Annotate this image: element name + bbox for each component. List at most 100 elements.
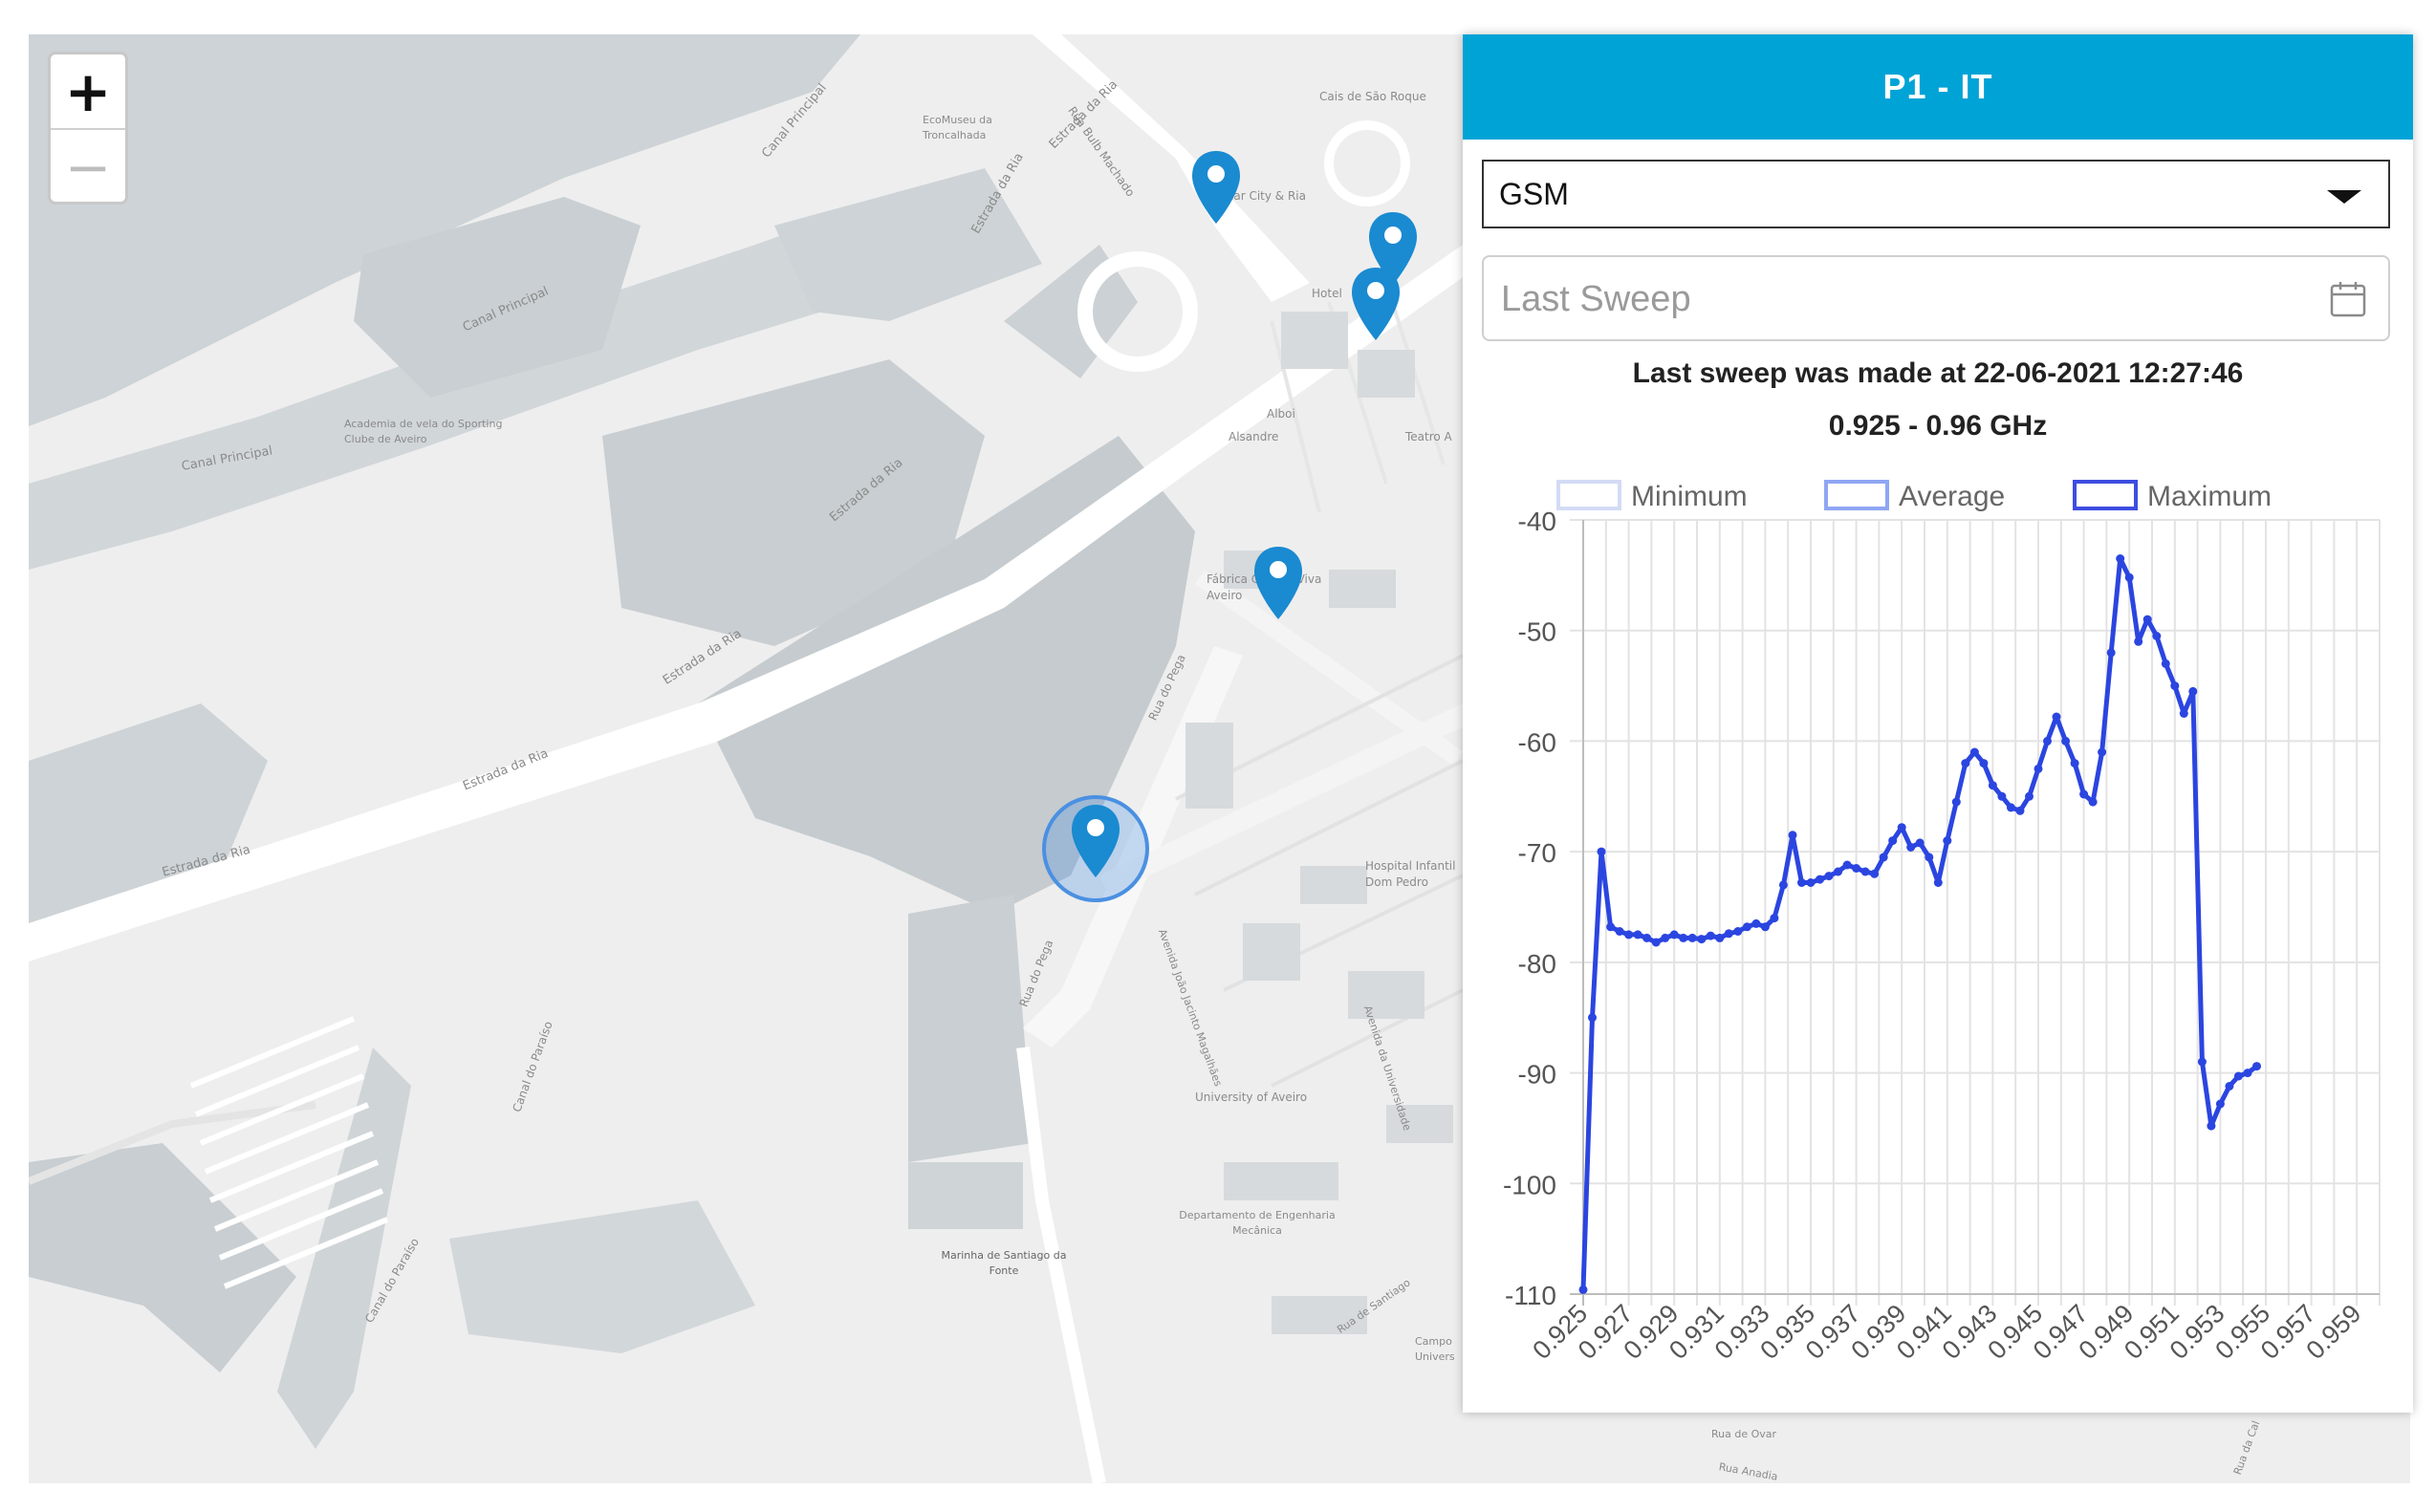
data-point	[2052, 712, 2061, 722]
data-point	[1606, 922, 1616, 932]
data-point	[1979, 759, 1989, 768]
map-marker-icon[interactable]	[1367, 210, 1419, 287]
data-point	[2170, 681, 2180, 691]
map-label: Alboi	[1267, 407, 1295, 421]
data-point	[1661, 933, 1670, 942]
y-tick-label: -60	[1518, 727, 1556, 757]
legend-label: Minimum	[1631, 481, 1748, 512]
map-marker-icon[interactable]	[1350, 266, 1402, 342]
data-point	[2061, 736, 2071, 745]
data-point	[2025, 791, 2034, 801]
data-point	[1906, 843, 1916, 852]
data-point	[2134, 637, 2143, 646]
data-point	[1961, 759, 1970, 768]
data-point	[2233, 1071, 2243, 1081]
data-point	[1760, 922, 1770, 932]
panel-title: P1 - IT	[1463, 34, 2413, 140]
y-tick-label: -100	[1503, 1170, 1556, 1199]
map-label: Cais de São Roque	[1319, 90, 1426, 103]
zoom-in-button[interactable]: +	[51, 54, 125, 130]
y-tick-label: -40	[1518, 507, 1556, 536]
data-point	[1897, 823, 1906, 832]
data-point	[1951, 797, 1961, 807]
data-point	[1933, 878, 1943, 887]
zoom-out-button[interactable]: −	[64, 134, 112, 200]
data-point	[1852, 864, 1861, 873]
data-point	[2088, 797, 2098, 807]
data-point	[2252, 1062, 2261, 1071]
legend-swatch	[1556, 480, 1621, 510]
data-point	[1742, 922, 1751, 932]
data-point	[1588, 1013, 1597, 1023]
map-label: Academia de vela do Sporting Clube de Av…	[344, 418, 503, 445]
data-point	[1879, 853, 1888, 862]
data-point	[2043, 736, 2052, 745]
data-point	[1706, 931, 1715, 940]
map-label: University of Aveiro	[1195, 1091, 1308, 1104]
map-marker-icon[interactable]	[1252, 545, 1304, 621]
data-point	[1834, 867, 1843, 876]
data-point	[1669, 930, 1679, 940]
map-label: EcoMuseu da Troncalhada	[923, 114, 992, 141]
data-point	[2116, 554, 2125, 563]
data-point	[2098, 747, 2107, 757]
map-label: Departamento de Engenharia Mecânica	[1179, 1209, 1336, 1237]
data-point	[1988, 781, 1997, 790]
data-point	[1733, 927, 1743, 936]
data-point	[1697, 935, 1707, 944]
legend-swatch	[2073, 480, 2138, 510]
sweep-date-input[interactable]	[1499, 274, 2306, 324]
data-point	[2006, 803, 2015, 812]
data-point	[2179, 709, 2188, 718]
map-label: Hotel	[1312, 287, 1342, 300]
data-point	[2215, 1099, 2225, 1109]
data-point	[1778, 880, 1788, 890]
series-line	[1580, 556, 2258, 1290]
data-point	[1842, 860, 1852, 870]
sweep-date-field[interactable]	[1482, 255, 2390, 341]
data-point	[1751, 918, 1761, 928]
data-point	[2188, 686, 2198, 696]
data-point	[1615, 927, 1624, 936]
data-point	[1642, 933, 1652, 942]
data-point	[2070, 759, 2079, 768]
selected-map-marker-icon[interactable]	[1070, 803, 1121, 879]
data-point	[1943, 836, 1952, 846]
data-point	[2015, 806, 2025, 815]
data-point	[1724, 929, 1733, 939]
data-point	[1578, 1285, 1588, 1294]
data-point	[1788, 831, 1797, 840]
zoom-control: + −	[48, 52, 128, 205]
data-point	[1915, 838, 1925, 848]
data-point	[2161, 659, 2170, 668]
data-point	[1824, 872, 1834, 881]
map-label: Alsandre	[1229, 430, 1279, 443]
sensor-panel: P1 - IT GSM Last sweep was made at 22-06…	[1463, 34, 2413, 1413]
data-point	[1797, 878, 1806, 887]
data-point	[1870, 869, 1880, 878]
calendar-icon[interactable]	[2329, 280, 2367, 318]
legend-swatch	[1824, 480, 1889, 510]
map-label: Marinha de Santiago da Fonte	[941, 1249, 1067, 1277]
map-marker-icon[interactable]	[1190, 149, 1242, 226]
data-point	[1687, 933, 1697, 942]
technology-select[interactable]: GSM	[1482, 160, 2390, 228]
data-point	[1969, 747, 1979, 757]
data-point	[1860, 867, 1870, 876]
y-tick-label: -90	[1518, 1060, 1556, 1090]
data-point	[1651, 938, 1661, 947]
data-point	[2152, 632, 2162, 640]
data-point	[2142, 615, 2152, 624]
spectrum-chart: -40-50-60-70-80-90-100-1100.9250.9270.92…	[1503, 480, 2381, 1365]
map-label: Mar City & Ria	[1224, 189, 1306, 203]
data-point	[2124, 572, 2134, 582]
frequency-range-text: 0.925 - 0.96 GHz	[1828, 410, 2048, 442]
map-label: Campo Univers	[1415, 1335, 1455, 1363]
y-tick-label: -80	[1518, 949, 1556, 979]
data-point	[1679, 933, 1688, 942]
data-point	[1624, 930, 1634, 940]
data-point	[2197, 1057, 2207, 1067]
data-point	[1770, 914, 1779, 923]
map-label: Teatro A	[1405, 430, 1452, 443]
y-tick-label: -110	[1505, 1281, 1556, 1310]
